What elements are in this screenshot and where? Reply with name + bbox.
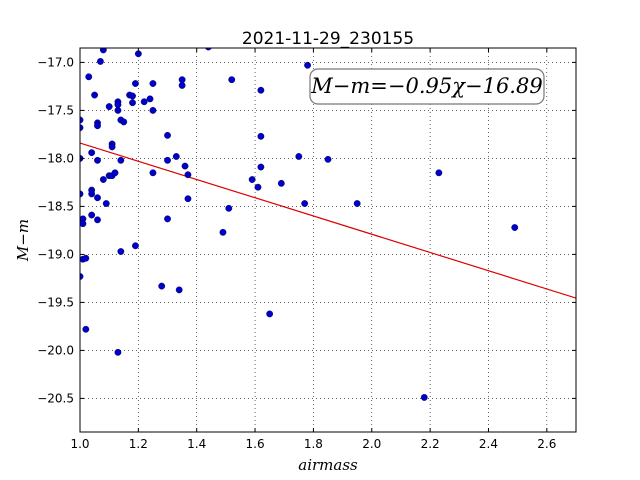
data-point xyxy=(295,153,303,160)
annotation-text: M−m=−0.95χ−16.89 xyxy=(310,74,542,98)
data-point xyxy=(88,211,96,219)
data-point xyxy=(277,179,285,187)
data-point xyxy=(94,194,101,202)
y-axis-label: M−m xyxy=(14,219,32,262)
y-tick-label: −18.0 xyxy=(37,151,74,165)
data-point xyxy=(254,183,262,191)
y-tick-label: −20.0 xyxy=(37,343,74,357)
x-tick-label: 2.0 xyxy=(362,437,381,451)
data-point xyxy=(511,224,519,231)
data-point xyxy=(132,242,139,250)
data-point xyxy=(120,118,128,126)
data-point xyxy=(184,195,192,203)
data-point xyxy=(149,80,157,87)
data-point xyxy=(80,220,87,228)
x-tick-label: 1.0 xyxy=(70,437,89,451)
data-point xyxy=(149,107,157,114)
data-point xyxy=(205,48,212,51)
data-point xyxy=(108,143,116,151)
x-tick-label: 1.6 xyxy=(246,437,265,451)
data-point xyxy=(178,76,186,84)
data-point xyxy=(94,156,101,164)
data-point xyxy=(266,310,274,318)
annotation-box xyxy=(309,68,545,105)
x-tick-label: 1.8 xyxy=(304,437,323,451)
data-point xyxy=(129,99,136,107)
data-point xyxy=(149,169,157,177)
y-tick-label: −19.5 xyxy=(37,295,74,309)
data-point xyxy=(184,171,192,179)
data-point xyxy=(82,254,90,262)
data-point xyxy=(146,95,154,103)
data-point xyxy=(117,248,125,255)
data-point xyxy=(304,61,311,69)
y-tick-label: −20.5 xyxy=(37,391,74,405)
data-point xyxy=(158,282,166,290)
data-point xyxy=(88,149,96,157)
equation-annotation: M−m=−0.95χ−16.89 xyxy=(309,68,545,105)
x-axis-label: airmass xyxy=(298,456,358,474)
data-point xyxy=(257,86,265,94)
data-point xyxy=(94,216,101,224)
y-tick-label: −17.5 xyxy=(37,103,74,117)
y-tick-label: −19.0 xyxy=(37,247,74,261)
data-point xyxy=(97,58,104,65)
data-point xyxy=(178,82,186,89)
data-point xyxy=(111,169,119,177)
data-point xyxy=(82,325,90,333)
data-point xyxy=(91,91,98,99)
data-point xyxy=(181,162,189,170)
x-tick-label: 1.2 xyxy=(129,437,148,451)
data-point xyxy=(324,155,332,163)
data-point xyxy=(99,48,107,54)
data-point xyxy=(88,190,96,198)
data-point xyxy=(114,107,122,114)
x-tick-label: 2.4 xyxy=(479,437,498,451)
data-point xyxy=(257,132,265,140)
data-point xyxy=(420,394,428,401)
data-point xyxy=(114,101,122,109)
data-point xyxy=(85,73,93,81)
data-point xyxy=(102,200,110,207)
data-point xyxy=(248,176,256,183)
data-point xyxy=(164,156,171,164)
data-point xyxy=(114,348,122,356)
data-point xyxy=(164,215,171,223)
data-point xyxy=(94,122,101,130)
data-point xyxy=(99,176,107,183)
data-point xyxy=(435,169,443,177)
data-point xyxy=(132,80,139,87)
data-point xyxy=(164,131,171,139)
data-point xyxy=(105,103,113,110)
plot-frame xyxy=(79,47,577,433)
x-tick-label: 2.6 xyxy=(537,437,556,451)
axis-ticks: 1.0 1.2 1.4 1.6 1.8 2.0 2.2 2.4 2.6 −17.0 −17.5 −18… xyxy=(37,48,576,451)
y-tick-label: −17.0 xyxy=(37,55,74,69)
data-point xyxy=(175,286,183,294)
x-tick-label: 2.2 xyxy=(421,437,440,451)
data-point xyxy=(353,200,361,207)
data-point xyxy=(228,76,236,84)
data-point xyxy=(219,228,227,236)
fit-line xyxy=(80,142,576,299)
data-point xyxy=(140,98,148,106)
data-point xyxy=(117,156,125,164)
y-tick-label: −18.5 xyxy=(37,199,74,213)
chart-title: 2021-11-29_230155 xyxy=(242,29,414,49)
x-tick-label: 1.4 xyxy=(187,437,206,451)
data-point xyxy=(225,204,233,212)
data-point xyxy=(301,200,309,207)
data-point xyxy=(257,163,265,171)
data-point xyxy=(129,92,136,100)
data-point xyxy=(172,153,180,160)
